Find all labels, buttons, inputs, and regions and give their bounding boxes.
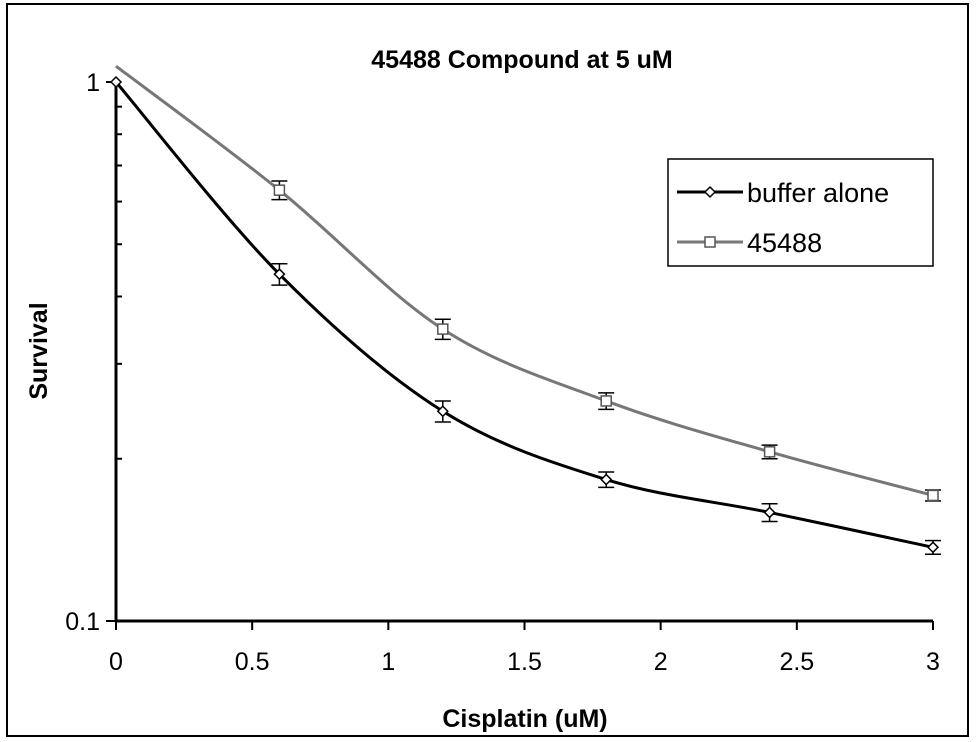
legend-marker-45488 xyxy=(704,236,716,248)
data-point-45488 xyxy=(763,446,776,458)
chart-frame xyxy=(6,3,969,737)
data-point-buffer-alone xyxy=(600,473,613,486)
series-layer xyxy=(109,64,941,555)
data-point-45488 xyxy=(437,323,449,335)
data-point-45488 xyxy=(927,489,939,502)
data-point-buffer-alone xyxy=(763,506,776,519)
legend-label-buffer-alone: buffer alone xyxy=(747,178,889,208)
data-point-45488 xyxy=(600,395,612,407)
x-tick-label: 3 xyxy=(926,648,940,676)
data-point-45488 xyxy=(273,184,286,196)
x-tick-label: 2.5 xyxy=(779,648,814,676)
data-point-buffer-alone xyxy=(273,268,286,281)
legend-marker-buffer-alone xyxy=(703,185,717,199)
x-tick-label: 0.5 xyxy=(235,648,270,676)
x-tick-label: 1.5 xyxy=(507,648,542,676)
x-tick-label: 0 xyxy=(109,648,123,676)
chart-title: 45488 Compound at 5 uM xyxy=(371,46,672,74)
data-point-buffer-alone xyxy=(436,405,449,418)
y-tick-label: 1 xyxy=(86,69,100,97)
series-line-45488 xyxy=(115,64,934,497)
data-point-buffer-alone xyxy=(926,541,940,554)
axes: 1 0.1 0 0.5 1 1.5 2 2.5 3 xyxy=(65,69,940,676)
data-point-buffer-alone xyxy=(109,75,123,89)
legend-box xyxy=(667,158,934,267)
x-tick-label: 2 xyxy=(654,648,668,676)
x-axis-title: Cisplatin (uM) xyxy=(442,705,607,733)
legend-label-45488: 45488 xyxy=(747,228,822,258)
y-axis-title: Survival xyxy=(25,302,53,399)
legend: buffer alone 45488 xyxy=(667,158,934,267)
series-line-buffer-alone xyxy=(114,81,934,549)
x-tick-label: 1 xyxy=(381,648,395,676)
y-tick-label: 0.1 xyxy=(65,608,100,636)
